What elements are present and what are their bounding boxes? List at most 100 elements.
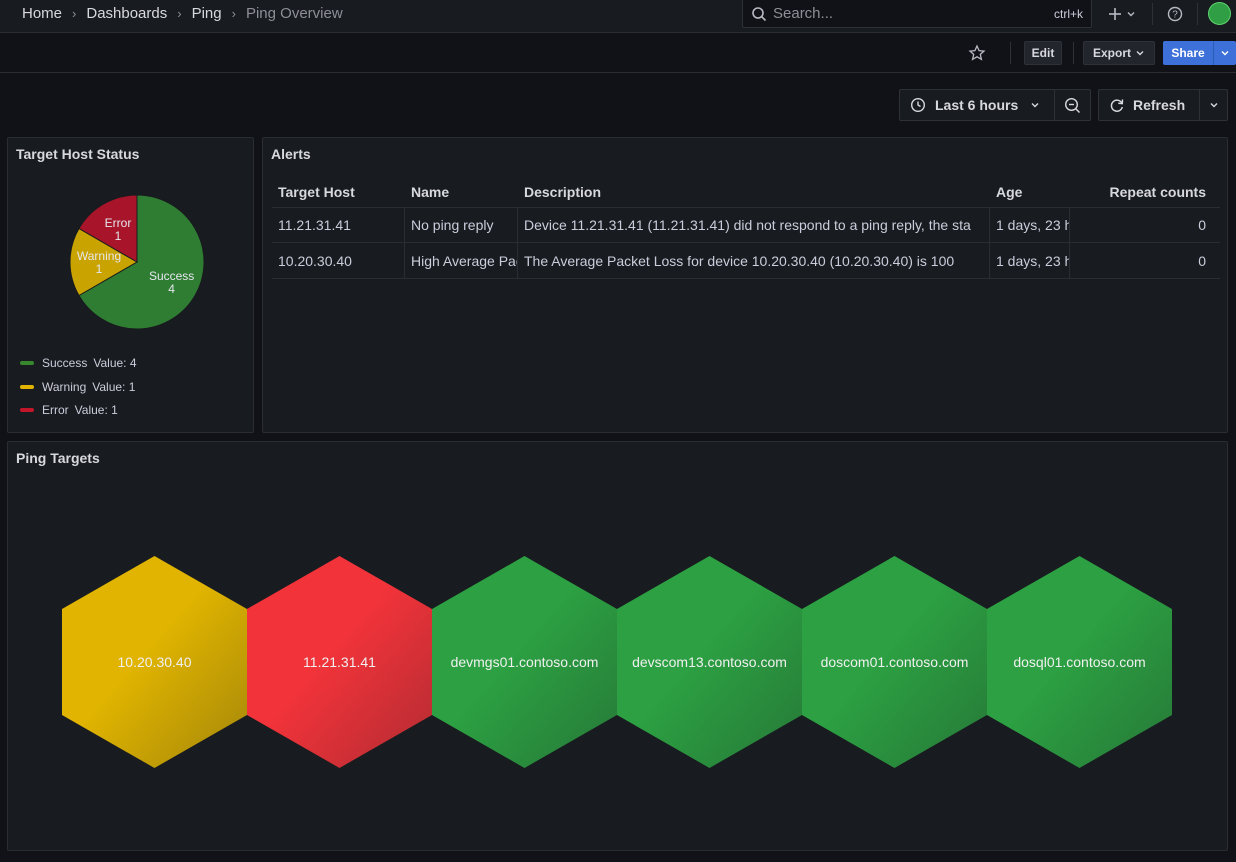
export-button[interactable]: Export: [1083, 41, 1155, 65]
panel-title: Ping Targets: [16, 450, 100, 466]
panel-title: Alerts: [271, 146, 311, 162]
pie-slice-value: 1: [96, 262, 103, 276]
pie-slice-success[interactable]: [78, 194, 205, 330]
cell-age: 1 days, 23 h: [990, 208, 1070, 242]
share-button[interactable]: Share: [1163, 41, 1213, 65]
divider: [1197, 3, 1198, 25]
legend-item-error[interactable]: Error Value: 1: [20, 403, 118, 417]
host-label: 11.21.31.41: [303, 654, 376, 670]
host-hexagon[interactable]: [802, 556, 987, 768]
host-label: devscom13.contoso.com: [632, 654, 787, 670]
chevron-down-icon: [1221, 51, 1229, 56]
host-hexagon[interactable]: [617, 556, 802, 768]
divider: [1152, 3, 1153, 25]
legend-name: Error: [42, 403, 69, 417]
legend-item-success[interactable]: Success Value: 4: [20, 356, 137, 370]
plus-icon: [1109, 8, 1121, 20]
host-label: dosql01.contoso.com: [1013, 654, 1145, 670]
ping-targets-panel: Ping Targets 10.20.30.40 11.21.31.41 devmg…: [7, 441, 1228, 851]
chevron-right-icon: ›: [177, 6, 182, 21]
legend-swatch: [20, 385, 34, 389]
legend-swatch: [20, 408, 34, 412]
host-label: devmgs01.contoso.com: [451, 654, 599, 670]
pie-slice-label: Error: [105, 216, 132, 230]
host-hexagon[interactable]: [432, 556, 617, 768]
breadcrumb-home[interactable]: Home: [22, 5, 63, 22]
pie-slice-value: 4: [168, 282, 175, 296]
help-icon: ?: [1167, 6, 1183, 22]
search-placeholder: Search...: [773, 5, 834, 22]
chevron-right-icon: ›: [231, 6, 236, 21]
chevron-down-icon: [1210, 103, 1217, 108]
cell-description: Device 11.21.31.41 (11.21.31.41) did not…: [518, 208, 990, 242]
pie-slice-label: Warning: [77, 249, 121, 263]
zoom-out-icon: [1064, 97, 1080, 113]
help-button[interactable]: ?: [1165, 4, 1185, 24]
refresh-button[interactable]: Refresh: [1098, 89, 1200, 121]
table-header: Target Host Name Description Age Repeat …: [272, 176, 1220, 207]
zoom-out-button[interactable]: [1054, 89, 1091, 121]
export-label: Export: [1092, 46, 1131, 60]
host-label: doscom01.contoso.com: [821, 654, 969, 670]
table-row[interactable]: 11.21.31.41 No ping reply Device 11.21.3…: [272, 207, 1220, 243]
pie-slice-warning[interactable]: [69, 227, 138, 297]
refresh-icon: [1110, 99, 1124, 112]
share-options-button[interactable]: [1213, 41, 1236, 65]
column-header-repeat-counts[interactable]: Repeat counts: [1109, 183, 1206, 200]
dashboard-toolbar: Edit Export Share: [0, 33, 1236, 73]
search-input[interactable]: Search... ctrl+k: [742, 0, 1092, 28]
clock-icon: [910, 97, 926, 113]
host-hexagon[interactable]: [987, 556, 1172, 768]
edit-button[interactable]: Edit: [1024, 41, 1062, 65]
host-hexagon[interactable]: [247, 556, 432, 768]
cell-target-host: 11.21.31.41: [272, 208, 405, 242]
chevron-right-icon: ›: [72, 6, 77, 21]
favorite-button[interactable]: [967, 43, 987, 63]
divider: [1073, 42, 1074, 64]
column-header-target-host[interactable]: Target Host: [278, 183, 355, 200]
column-header-name[interactable]: Name: [411, 183, 450, 200]
legend-name: Warning: [42, 380, 87, 394]
column-header-age[interactable]: Age: [996, 183, 1023, 200]
svg-text:?: ?: [1172, 10, 1178, 21]
cell-repeat-counts: 0: [1198, 217, 1206, 233]
breadcrumb-dashboards[interactable]: Dashboards: [86, 5, 168, 22]
pie-slice-value: 1: [115, 229, 122, 243]
time-range-picker[interactable]: Last 6 hours: [899, 89, 1055, 121]
add-menu-button[interactable]: [1106, 4, 1138, 24]
legend-item-warning[interactable]: Warning Value: 1: [20, 380, 135, 394]
host-label: 10.20.30.40: [118, 654, 192, 670]
cell-description: The Average Packet Loss for device 10.20…: [518, 243, 990, 278]
breadcrumb-current: Ping Overview: [245, 5, 343, 22]
legend-value: Value: 4: [93, 356, 137, 370]
legend-value: Value: 1: [74, 403, 118, 417]
legend-swatch: [20, 361, 34, 365]
ping-targets-honeycomb: 10.20.30.40 11.21.31.41 devmgs01.contoso.c…: [62, 556, 1172, 768]
star-icon: [968, 44, 986, 61]
host-hexagon[interactable]: [62, 556, 247, 768]
table-row[interactable]: 10.20.30.40 High Average Packet Loss The…: [272, 243, 1220, 279]
cell-age: 1 days, 23 h: [990, 243, 1070, 278]
breadcrumb-ping[interactable]: Ping: [191, 5, 222, 22]
cell-target-host: 10.20.30.40: [272, 243, 405, 278]
chevron-down-icon: [1136, 51, 1144, 56]
divider: [1010, 42, 1011, 64]
legend-value: Value: 1: [92, 380, 136, 394]
avatar[interactable]: [1208, 2, 1231, 25]
breadcrumb: Home › Dashboards › Ping › Ping Overview: [22, 0, 343, 27]
refresh-interval-button[interactable]: [1199, 89, 1228, 121]
legend-name: Success: [42, 356, 88, 370]
time-range-label: Last 6 hours: [935, 97, 1019, 113]
column-header-description[interactable]: Description: [524, 183, 602, 200]
alerts-panel: Alerts Target Host Name Description Age …: [262, 137, 1228, 433]
pie-slice-error[interactable]: [78, 194, 138, 263]
cell-name: No ping reply: [405, 208, 518, 242]
search-icon: [752, 6, 767, 21]
chevron-down-icon: [1127, 12, 1135, 17]
top-bar: Home › Dashboards › Ping › Ping Overview…: [0, 0, 1236, 33]
refresh-label: Refresh: [1133, 97, 1186, 113]
search-shortcut: ctrl+k: [1053, 6, 1083, 21]
pie-slice-label: Success: [149, 269, 194, 283]
status-panel: Target Host Status Success 4 Warning 1 Error…: [7, 137, 254, 433]
